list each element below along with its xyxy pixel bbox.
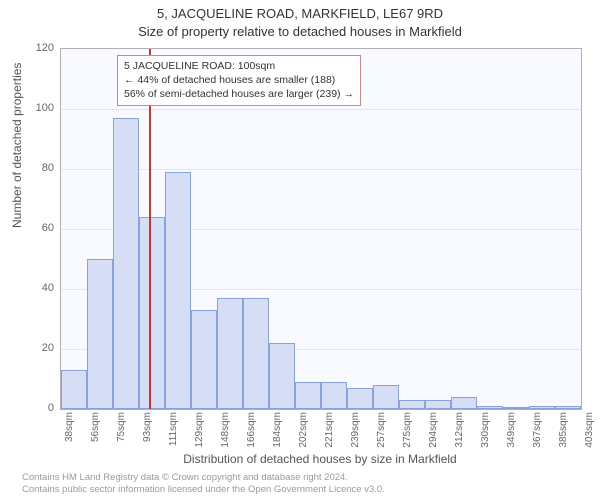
histogram-bar — [269, 343, 295, 409]
y-tick-label: 0 — [48, 402, 54, 414]
x-tick-label: 75sqm — [116, 412, 127, 442]
histogram-bar — [191, 310, 217, 409]
x-tick-label: 367sqm — [532, 412, 543, 448]
histogram-bar — [139, 217, 165, 409]
chart-subtitle: Size of property relative to detached ho… — [0, 24, 600, 39]
x-tick-label: 38sqm — [64, 412, 75, 442]
y-tick-label: 120 — [36, 42, 54, 54]
histogram-bar — [113, 118, 139, 409]
chart-frame: 5, JACQUELINE ROAD, MARKFIELD, LE67 9RD … — [0, 0, 600, 500]
histogram-bar — [529, 406, 555, 409]
y-tick-label: 100 — [36, 102, 54, 114]
x-tick-label: 184sqm — [272, 412, 283, 448]
x-tick-label: 385sqm — [558, 412, 569, 448]
histogram-bar — [217, 298, 243, 409]
histogram-bar — [373, 385, 399, 409]
gridline — [61, 169, 581, 170]
footer-line-2: Contains public sector information licen… — [22, 484, 385, 496]
x-tick-label: 202sqm — [298, 412, 309, 448]
x-tick-label: 312sqm — [454, 412, 465, 448]
histogram-bar — [451, 397, 477, 409]
plot-area: 5 JACQUELINE ROAD: 100sqm ← 44% of detac… — [60, 48, 582, 410]
annotation-line-1: 5 JACQUELINE ROAD: 100sqm — [124, 59, 354, 73]
y-tick-label: 20 — [42, 342, 54, 354]
x-tick-label: 330sqm — [480, 412, 491, 448]
x-tick-label: 56sqm — [90, 412, 101, 442]
x-tick-label: 166sqm — [246, 412, 257, 448]
annotation-line-3: 56% of semi-detached houses are larger (… — [124, 87, 354, 101]
x-tick-label: 294sqm — [428, 412, 439, 448]
x-tick-label: 275sqm — [402, 412, 413, 448]
histogram-bar — [347, 388, 373, 409]
footer-line-1: Contains HM Land Registry data © Crown c… — [22, 472, 385, 484]
x-tick-label: 111sqm — [168, 412, 179, 446]
x-tick-label: 148sqm — [220, 412, 231, 448]
x-tick-label: 257sqm — [376, 412, 387, 448]
histogram-bar — [425, 400, 451, 409]
x-tick-label: 349sqm — [506, 412, 517, 448]
address-title: 5, JACQUELINE ROAD, MARKFIELD, LE67 9RD — [0, 6, 600, 21]
histogram-bar — [243, 298, 269, 409]
x-tick-label: 403sqm — [584, 412, 595, 448]
y-tick-label: 60 — [42, 222, 54, 234]
annotation-box: 5 JACQUELINE ROAD: 100sqm ← 44% of detac… — [117, 55, 361, 106]
x-tick-label: 129sqm — [194, 412, 205, 448]
annotation-line-2: ← 44% of detached houses are smaller (18… — [124, 73, 354, 87]
y-tick-label: 40 — [42, 282, 54, 294]
histogram-bar — [165, 172, 191, 409]
x-tick-label: 93sqm — [142, 412, 153, 442]
histogram-bar — [399, 400, 425, 409]
attribution-footer: Contains HM Land Registry data © Crown c… — [22, 472, 385, 496]
x-axis-label: Distribution of detached houses by size … — [60, 452, 580, 466]
histogram-bar — [503, 407, 529, 409]
histogram-bar — [555, 406, 581, 409]
histogram-bar — [477, 406, 503, 409]
y-tick-label: 80 — [42, 162, 54, 174]
gridline — [61, 109, 581, 110]
x-tick-label: 239sqm — [350, 412, 361, 448]
x-tick-label: 221sqm — [324, 412, 335, 448]
histogram-bar — [295, 382, 321, 409]
histogram-bar — [321, 382, 347, 409]
histogram-bar — [87, 259, 113, 409]
y-axis-label: Number of detached properties — [10, 63, 24, 228]
histogram-bar — [61, 370, 87, 409]
